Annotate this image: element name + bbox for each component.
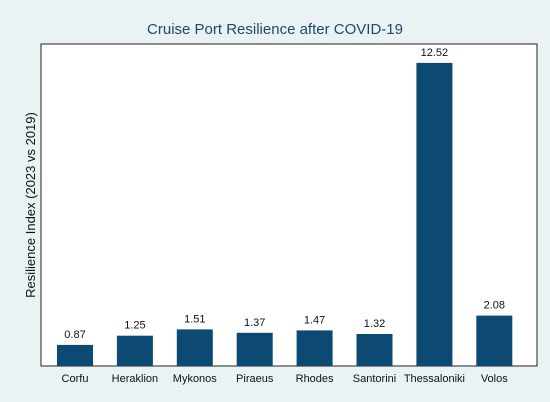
data-label-heraklion: 1.25 bbox=[124, 320, 145, 332]
bar-rhodes bbox=[296, 330, 333, 366]
data-label-santorini: 1.32 bbox=[364, 318, 385, 330]
x-tick-label-piraeus: Piraeus bbox=[236, 373, 274, 385]
data-label-rhodes: 1.47 bbox=[304, 314, 325, 326]
data-label-thessaloniki: 12.52 bbox=[421, 47, 449, 59]
x-tick-label-mykonos: Mykonos bbox=[173, 373, 218, 385]
y-axis-label: Resilience Index (2023 vs 2019) bbox=[23, 112, 38, 298]
x-tick-label-santorini: Santorini bbox=[353, 373, 396, 385]
bar-piraeus bbox=[236, 332, 273, 366]
x-tick-label-volos: Volos bbox=[481, 373, 508, 385]
x-tick-label-heraklion: Heraklion bbox=[112, 373, 158, 385]
chart-title: Cruise Port Resilience after COVID-19 bbox=[147, 21, 403, 38]
bar-volos bbox=[476, 315, 513, 366]
x-tick-labels-group: Corfu Heraklion Mykonos Piraeus Rhodes Santor… bbox=[62, 373, 509, 385]
bar-corfu bbox=[57, 344, 93, 366]
x-tick-label-corfu: Corfu bbox=[62, 373, 89, 385]
bar-mykonos bbox=[176, 329, 213, 366]
bar-thessaloniki bbox=[416, 62, 453, 367]
data-labels-group: 0.87 1.25 1.51 1.37 1.47 1.32 12.52 2.08 bbox=[64, 47, 505, 341]
bars-group bbox=[57, 62, 513, 367]
data-label-volos: 2.08 bbox=[484, 300, 505, 312]
x-tick-label-thessaloniki: Thessaloniki bbox=[404, 373, 465, 385]
data-label-corfu: 0.87 bbox=[64, 329, 85, 341]
data-label-mykonos: 1.51 bbox=[184, 313, 205, 325]
data-label-piraeus: 1.37 bbox=[244, 317, 265, 329]
bar-santorini bbox=[356, 334, 393, 366]
x-tick-label-rhodes: Rhodes bbox=[296, 373, 334, 385]
plot-area bbox=[40, 43, 538, 367]
bar-heraklion bbox=[116, 335, 153, 366]
